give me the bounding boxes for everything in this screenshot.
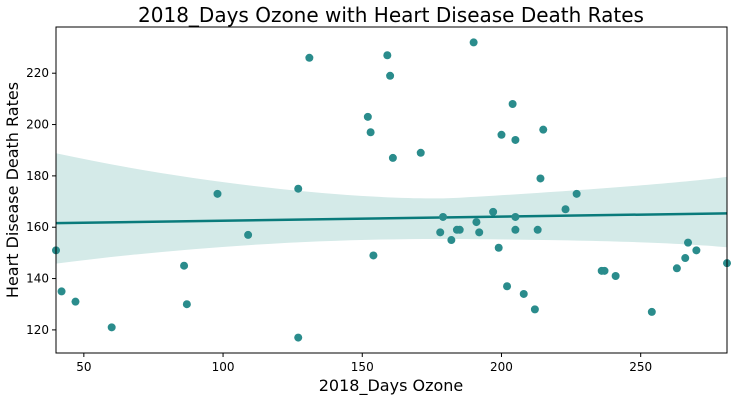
data-point xyxy=(388,153,397,162)
data-point xyxy=(561,205,570,214)
regression-line xyxy=(55,212,728,225)
data-point xyxy=(244,230,253,239)
data-point xyxy=(455,225,464,234)
data-point xyxy=(533,225,542,234)
data-point xyxy=(213,189,222,198)
regression-line-layer xyxy=(55,212,728,225)
data-point xyxy=(472,218,481,227)
data-point xyxy=(572,189,581,198)
data-point xyxy=(503,282,512,291)
data-point xyxy=(611,271,620,280)
confidence-band xyxy=(56,153,727,264)
y-tick-label: 160 xyxy=(26,220,49,234)
data-point xyxy=(180,261,189,270)
data-point xyxy=(508,100,517,109)
y-tick-label: 180 xyxy=(26,169,49,183)
data-point xyxy=(494,243,503,252)
data-point xyxy=(436,228,445,237)
confidence-band-layer xyxy=(56,153,727,264)
x-tick-label: 150 xyxy=(351,360,374,374)
data-point xyxy=(439,212,448,221)
y-tick-label: 200 xyxy=(26,118,49,132)
data-point xyxy=(469,38,478,47)
data-point xyxy=(475,228,484,237)
y-tick-label: 120 xyxy=(26,323,49,337)
x-tick-label: 200 xyxy=(490,360,513,374)
x-tick-label: 50 xyxy=(76,360,91,374)
data-point xyxy=(600,266,609,275)
data-point xyxy=(519,289,528,298)
data-point xyxy=(511,212,520,221)
data-point xyxy=(416,148,425,157)
y-tick-label: 220 xyxy=(26,66,49,80)
data-point xyxy=(536,174,545,183)
plot-frame xyxy=(55,26,728,354)
data-point xyxy=(511,135,520,144)
data-point xyxy=(497,130,506,139)
data-point xyxy=(386,71,395,80)
data-point xyxy=(305,53,314,62)
data-point xyxy=(369,251,378,260)
y-tick-label: 140 xyxy=(26,272,49,286)
x-ticks: 50 100 150 200 250 xyxy=(76,353,652,374)
chart-title: 2018_Days Ozone with Heart Disease Death… xyxy=(138,3,644,27)
data-point xyxy=(107,323,116,332)
data-point xyxy=(692,246,701,255)
data-point xyxy=(511,225,520,234)
data-point xyxy=(672,264,681,273)
data-point xyxy=(681,254,690,263)
data-point xyxy=(71,297,80,306)
data-point xyxy=(530,305,539,314)
x-axis-label: 2018_Days Ozone xyxy=(319,376,464,396)
data-point xyxy=(294,184,303,193)
data-point xyxy=(57,287,66,296)
x-tick-label: 250 xyxy=(629,360,652,374)
data-point xyxy=(489,207,498,216)
data-point xyxy=(182,300,191,309)
data-point xyxy=(647,307,656,316)
x-tick-label: 100 xyxy=(212,360,235,374)
y-ticks: 120 140 160 180 200 220 xyxy=(26,66,56,337)
data-point xyxy=(383,51,392,60)
y-axis-label: Heart Disease Death Rates xyxy=(3,82,22,298)
data-points-layer xyxy=(52,38,731,342)
data-point xyxy=(363,112,372,121)
data-point xyxy=(539,125,548,134)
data-point xyxy=(294,333,303,342)
data-point xyxy=(684,238,693,247)
data-point xyxy=(447,236,456,245)
data-point xyxy=(366,128,375,137)
